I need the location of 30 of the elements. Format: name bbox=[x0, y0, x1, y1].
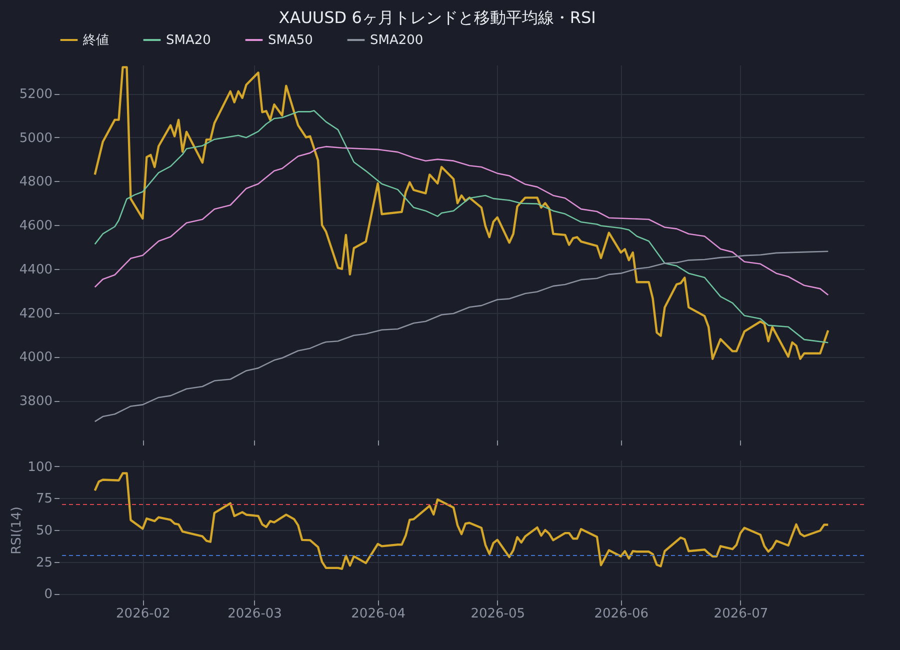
y-tick-label: 5200 bbox=[19, 87, 52, 102]
y-tick-label: 3800 bbox=[19, 394, 52, 410]
y-tick-label: 25 bbox=[36, 555, 52, 570]
y-tick-label: 50 bbox=[36, 524, 52, 538]
y-tick-label: 4600 bbox=[19, 218, 52, 234]
x-tick-label: 2026-03 bbox=[228, 606, 282, 622]
y-axis-title: RSI(14) bbox=[10, 506, 25, 554]
line-series bbox=[94, 250, 829, 422]
y-tick-label: 4000 bbox=[19, 350, 52, 366]
x-tick-label: 2026-04 bbox=[351, 606, 406, 622]
y-tick-label: 75 bbox=[36, 492, 52, 507]
chart-title: XAUUSD 6ヶ月トレンドと移動平均線・RSI bbox=[278, 8, 596, 27]
line-series bbox=[94, 472, 830, 570]
legend-label: SMA20 bbox=[166, 33, 211, 48]
line-series bbox=[94, 146, 829, 296]
line-series bbox=[94, 66, 830, 360]
x-tick-label: 2026-02 bbox=[116, 606, 170, 622]
y-tick-label: 4400 bbox=[19, 262, 52, 278]
y-tick-label: 0 bbox=[44, 587, 52, 602]
legend-label: SMA50 bbox=[268, 33, 313, 48]
line-series bbox=[94, 110, 829, 344]
legend-label: SMA200 bbox=[370, 33, 424, 48]
x-tick-label: 2026-07 bbox=[714, 606, 768, 622]
y-tick-label: 100 bbox=[28, 460, 52, 475]
legend-label: 終値 bbox=[82, 33, 109, 48]
y-tick-label: 5000 bbox=[19, 130, 52, 146]
x-tick-label: 2026-05 bbox=[470, 606, 526, 622]
y-tick-label: 4800 bbox=[19, 174, 52, 190]
x-tick-label: 2026-06 bbox=[594, 606, 649, 622]
y-tick-label: 4200 bbox=[19, 306, 52, 322]
